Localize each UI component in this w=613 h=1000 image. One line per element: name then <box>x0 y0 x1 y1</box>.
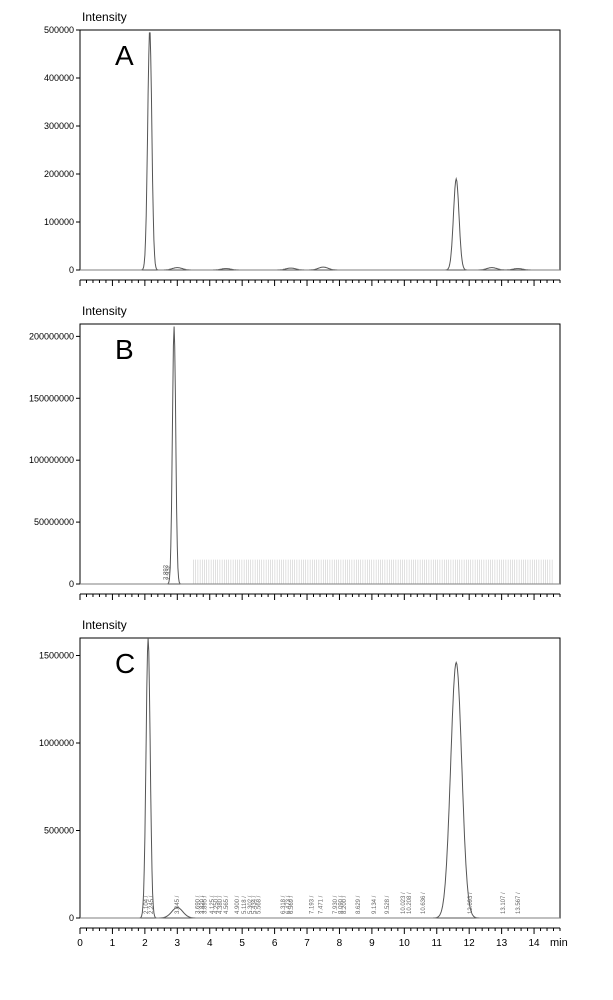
chart-svg: 0 100000 200000 300000 400000 500000 <box>10 10 570 294</box>
x-tick-label: 9 <box>369 938 375 949</box>
x-tick-label: 12 <box>464 938 476 949</box>
y-tick-label: 300000 <box>44 121 74 131</box>
x-tick-label: 0 <box>77 938 83 949</box>
rt-label: 8.629 / <box>356 895 362 914</box>
rt-label: 9.528 / <box>385 895 391 914</box>
x-tick-label: 13 <box>496 938 508 949</box>
y-axis-title: Intensity <box>82 304 127 318</box>
rt-label: 7.193 / <box>309 895 315 914</box>
y-tick-label: 50000000 <box>34 517 74 527</box>
y-tick-label: 1500000 <box>39 651 74 661</box>
x-tick-label: 2 <box>142 938 148 949</box>
rt-label: 8.200 / <box>342 895 348 914</box>
y-tick-label: 500000 <box>44 25 74 35</box>
chart-panel-a: Intensity 0 100000 200000 300000 400000 500000… <box>10 10 570 294</box>
chart-svg: 0500000001000000001500000002000000002.89… <box>10 304 570 608</box>
rt-label: 7.471 / <box>318 895 324 914</box>
chromatogram-trace <box>80 33 560 270</box>
rt-label: 2.932 <box>166 564 172 580</box>
rt-label: 4.565 / <box>224 895 230 914</box>
y-tick-label: 0 <box>69 265 74 275</box>
x-tick-label: 4 <box>207 938 213 949</box>
rt-label: 13.567 / <box>516 892 522 914</box>
rt-label: 5.568 / <box>257 895 263 914</box>
y-tick-label: 0 <box>69 913 74 923</box>
chromatogram-trace <box>80 638 560 918</box>
rt-label: 4.900 / <box>235 895 241 914</box>
x-tick-label: 1 <box>110 938 116 949</box>
x-tick-label: 11 <box>432 938 443 949</box>
rt-label: 3.895 / <box>202 895 208 914</box>
chart-panel-b: Intensity 0 50000000 100000000 150000000 2000… <box>10 304 570 608</box>
x-tick-label: 3 <box>175 938 181 949</box>
rt-label: 6.569 / <box>289 895 295 914</box>
y-tick-label: 500000 <box>44 826 74 836</box>
rt-label: 13.107 / <box>501 892 507 914</box>
x-tick-label: 7 <box>304 938 310 949</box>
x-tick-label: 8 <box>337 938 343 949</box>
panel-label: B <box>115 334 134 366</box>
x-tick-label: 14 <box>528 938 540 949</box>
panel-label: C <box>115 648 135 680</box>
y-tick-label: 100000000 <box>29 455 74 465</box>
rt-label: 9.134 / <box>372 895 378 914</box>
y-tick-label: 0 <box>69 579 74 589</box>
y-tick-label: 1000000 <box>39 738 74 748</box>
chromatogram-figure: Intensity 0 100000 200000 300000 400000 500000… <box>10 10 603 958</box>
x-axis-title: min <box>550 937 568 949</box>
y-tick-label: 200000000 <box>29 331 74 341</box>
panel-label: A <box>115 40 134 72</box>
y-tick-label: 200000 <box>44 169 74 179</box>
y-tick-label: 400000 <box>44 73 74 83</box>
chart-svg: 0500000100000015000000123456789101112131… <box>10 618 570 958</box>
x-tick-label: 5 <box>239 938 245 949</box>
x-tick-label: 10 <box>399 938 411 949</box>
y-axis-title: Intensity <box>82 10 127 24</box>
rt-label: 10.636 / <box>421 892 427 914</box>
rt-label: 3.045 / <box>175 895 181 914</box>
rt-label: 2.245 / <box>149 895 155 914</box>
rt-label: 12.093 / <box>468 892 474 914</box>
chromatogram-trace <box>80 327 560 585</box>
rt-label: 10.208 / <box>407 892 413 914</box>
x-tick-label: 6 <box>272 938 278 949</box>
chart-panel-c: Intensity0500000100000015000000123456789… <box>10 618 570 958</box>
y-tick-label: 150000000 <box>29 393 74 403</box>
y-axis-title: Intensity <box>82 618 127 632</box>
y-tick-label: 100000 <box>44 217 74 227</box>
